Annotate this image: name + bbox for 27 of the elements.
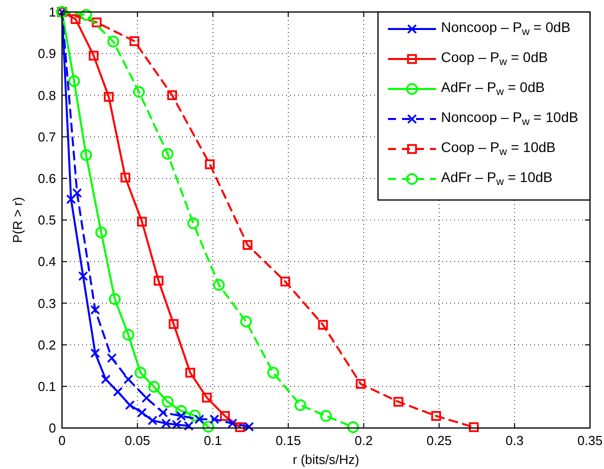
legend-label: Noncoop – P$_{w}$ = 0dB bbox=[441, 18, 570, 38]
x-axis-title: r (bits/s/Hz) bbox=[292, 452, 360, 467]
legend-label: AdFr – P$_{w}$ = 10dB bbox=[441, 168, 552, 188]
x-tick-label: 0.1 bbox=[204, 433, 222, 448]
legend-label: Coop – P$_{w}$ = 10dB bbox=[441, 138, 556, 158]
legend-label: Coop – P$_{w}$ = 0dB bbox=[441, 48, 548, 68]
y-tick-label: 0.5 bbox=[38, 212, 56, 228]
x-tick-label: 0.15 bbox=[276, 433, 301, 448]
legend-label: AdFr – P$_{w}$ = 0dB bbox=[441, 78, 545, 98]
y-tick-label: 0.8 bbox=[38, 88, 56, 103]
y-tick-label: 0.6 bbox=[38, 170, 56, 186]
y-tick-label: 1 bbox=[48, 4, 56, 20]
x-tick-label: 0.05 bbox=[124, 433, 150, 448]
x-tick-label: 0.35 bbox=[577, 433, 603, 448]
x-tick-label: 0.25 bbox=[426, 433, 452, 448]
y-tick-label: 0.1 bbox=[38, 378, 56, 394]
y-tick-label: 0 bbox=[48, 420, 56, 436]
y-tick-label: 0.4 bbox=[38, 254, 56, 270]
y-axis-title: P(R > r) bbox=[10, 197, 25, 243]
x-tick-label: 0 bbox=[58, 433, 66, 448]
y-tick-label: 0.9 bbox=[38, 46, 56, 62]
y-tick-label: 0.3 bbox=[38, 296, 56, 311]
x-tick-label: 0.2 bbox=[354, 433, 373, 448]
legend-label: Noncoop – P$_{w}$ = 10dB bbox=[441, 108, 578, 128]
y-tick-label: 0.7 bbox=[38, 129, 56, 144]
y-tick-label: 0.2 bbox=[38, 337, 56, 352]
x-tick-label: 0.3 bbox=[506, 433, 524, 448]
